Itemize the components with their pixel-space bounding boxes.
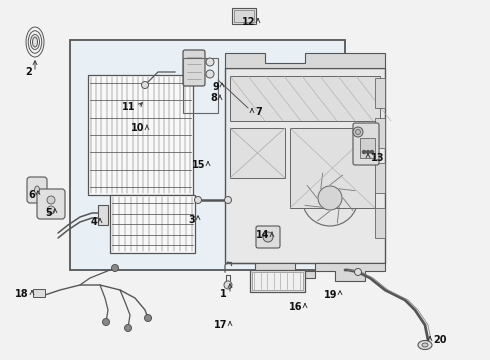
Bar [225, 68, 385, 263]
Bar [98, 205, 108, 225]
Text: 13: 13 [371, 153, 385, 163]
Bar [290, 128, 375, 208]
Bar [234, 10, 254, 22]
Bar [110, 195, 195, 253]
Circle shape [353, 127, 363, 137]
Text: 1: 1 [220, 289, 227, 299]
Bar [70, 40, 345, 270]
Circle shape [302, 170, 358, 226]
Bar [375, 78, 385, 108]
Bar [252, 272, 303, 290]
Bar [375, 118, 385, 148]
Bar [183, 58, 218, 113]
FancyBboxPatch shape [27, 177, 47, 203]
Text: 18: 18 [15, 289, 29, 299]
Bar [230, 128, 285, 178]
Polygon shape [225, 263, 385, 281]
Circle shape [263, 232, 273, 242]
FancyBboxPatch shape [256, 226, 280, 248]
Circle shape [206, 70, 214, 78]
Bar [232, 8, 256, 24]
Circle shape [206, 58, 214, 66]
Text: 12: 12 [242, 17, 255, 27]
Text: 19: 19 [323, 290, 337, 300]
Text: 10: 10 [130, 123, 144, 133]
Circle shape [142, 81, 148, 89]
Text: 8: 8 [210, 93, 217, 103]
Circle shape [363, 150, 366, 153]
Circle shape [224, 281, 232, 289]
Text: 15: 15 [192, 160, 205, 170]
Circle shape [124, 324, 131, 332]
Circle shape [47, 206, 55, 214]
Ellipse shape [422, 343, 428, 347]
Circle shape [47, 196, 55, 204]
FancyBboxPatch shape [183, 50, 205, 86]
Text: 5: 5 [45, 208, 52, 218]
Text: 7: 7 [255, 107, 262, 117]
Text: 2: 2 [25, 67, 32, 77]
Bar [88, 75, 193, 195]
Text: 20: 20 [433, 335, 446, 345]
Ellipse shape [34, 186, 40, 194]
Bar [375, 208, 385, 238]
Circle shape [354, 269, 362, 275]
Circle shape [112, 265, 119, 271]
Circle shape [370, 150, 373, 153]
Circle shape [356, 130, 361, 135]
Bar [250, 270, 305, 292]
Text: 9: 9 [212, 82, 219, 92]
Bar [33, 289, 45, 297]
Circle shape [195, 197, 201, 203]
Bar [360, 138, 375, 158]
Circle shape [145, 315, 151, 321]
Text: 3: 3 [188, 215, 195, 225]
FancyBboxPatch shape [37, 189, 65, 219]
Ellipse shape [418, 341, 432, 350]
Circle shape [318, 186, 342, 210]
Text: 16: 16 [289, 302, 302, 312]
Circle shape [102, 319, 109, 325]
Circle shape [224, 197, 231, 203]
Text: 6: 6 [28, 190, 35, 200]
FancyBboxPatch shape [353, 123, 379, 165]
Text: 11: 11 [122, 102, 135, 112]
Polygon shape [225, 53, 385, 68]
Bar [375, 163, 385, 193]
Text: 14: 14 [255, 230, 269, 240]
Text: 4: 4 [90, 217, 97, 227]
Circle shape [367, 150, 369, 153]
Bar [230, 76, 380, 121]
Ellipse shape [32, 37, 38, 47]
Text: 17: 17 [214, 320, 227, 330]
